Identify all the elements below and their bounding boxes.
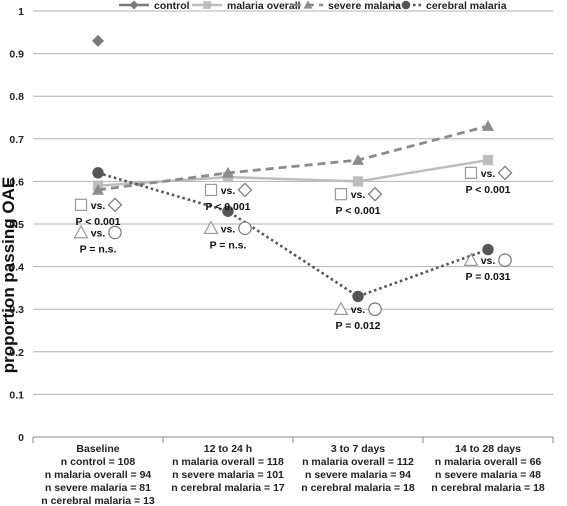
- y-tick-label: 0.2: [9, 347, 24, 359]
- annotation-marker: [497, 165, 513, 181]
- annotation-vs-text: vs.: [221, 185, 236, 197]
- annotation-p-value: P = 0.031: [465, 271, 510, 283]
- x-category-label: 14 to 28 days: [455, 443, 521, 455]
- data-point-control: [92, 34, 104, 47]
- annotation-p-value: P = n.s.: [210, 239, 247, 251]
- legend-label: cerebral malaria: [426, 0, 507, 12]
- annotation-marker: [74, 198, 88, 211]
- annotation-marker: [107, 197, 123, 213]
- x-category-note: n cerebral malaria = 13: [41, 495, 155, 506]
- annotation-marker: [203, 220, 219, 235]
- data-point-cerebral-malaria: [352, 290, 364, 303]
- y-tick-label: 0.8: [9, 91, 24, 103]
- data-point-severe-malaria: [482, 120, 494, 131]
- x-category-note: n malaria overall = 118: [172, 456, 284, 468]
- annotation-marker: [204, 183, 218, 197]
- x-category-note: n severe malaria = 48: [435, 469, 541, 481]
- legend-swatch-marker: [303, 0, 313, 9]
- x-category-label: 3 to 7 days: [331, 443, 385, 455]
- annotation-marker: [368, 302, 382, 316]
- annotation-vs-text: vs.: [351, 189, 366, 201]
- annotation-vs-text: vs.: [351, 304, 366, 316]
- data-point-malaria-overall: [352, 176, 364, 187]
- annotation-vs-text: vs.: [481, 168, 496, 180]
- series-line-cerebral-malaria: [97, 171, 489, 298]
- x-category-note: n severe malaria = 101: [172, 469, 284, 481]
- x-category-note: n cerebral malaria = 18: [431, 482, 545, 494]
- y-tick-label: 1: [18, 6, 24, 18]
- x-category-note: n malaria overall = 94: [45, 469, 152, 481]
- annotation-p-value: P = n.s.: [80, 244, 117, 256]
- x-category-note: n control = 108: [61, 456, 136, 468]
- annotation-p-value: P < 0.001: [205, 201, 250, 213]
- annotation-marker: [463, 252, 479, 267]
- y-tick-label: 0.9: [9, 49, 24, 61]
- legend-swatch-marker: [401, 0, 411, 10]
- annotation-marker: [367, 186, 383, 202]
- legend-label: severe malaria: [328, 0, 401, 12]
- gridlines: [32, 10, 554, 443]
- x-category-note: n cerebral malaria = 17: [171, 482, 285, 494]
- annotation-vs-text: vs.: [91, 200, 106, 212]
- data-point-cerebral-malaria: [222, 205, 234, 217]
- annotation-vs-text: vs.: [91, 228, 106, 240]
- annotation-p-value: P < 0.001: [75, 216, 120, 228]
- y-tick-label: 0.5: [9, 219, 24, 231]
- x-category-note: n severe malaria = 81: [45, 482, 151, 494]
- data-point-severe-malaria: [352, 154, 364, 165]
- y-tick-label: 0.6: [9, 176, 24, 188]
- legend-swatch-marker: [129, 0, 139, 10]
- legend-label: control: [154, 0, 190, 12]
- annotation-p-value: P < 0.001: [335, 205, 380, 217]
- data-point-malaria-overall: [482, 155, 494, 166]
- series-line-severe-malaria: [97, 124, 489, 192]
- y-tick-label: 0.4: [9, 262, 24, 274]
- x-category-label: Baseline: [76, 443, 119, 455]
- annotation-vs-text: vs.: [481, 255, 496, 267]
- x-category-note: n malaria overall = 66: [435, 456, 542, 468]
- x-category-note: n malaria overall = 112: [302, 456, 414, 468]
- annotation-marker: [464, 166, 478, 180]
- annotation-p-value: P = 0.012: [335, 320, 380, 332]
- annotation-marker: [108, 225, 122, 240]
- y-tick-label: 0.1: [9, 389, 24, 401]
- y-tick-label: 0: [18, 432, 24, 444]
- annotation-marker: [498, 253, 512, 267]
- y-tick-label: 0.7: [9, 134, 24, 146]
- annotation-vs-text: vs.: [221, 223, 236, 235]
- x-category-note: n cerebral malaria = 18: [301, 482, 415, 494]
- legend-label: malaria overall: [227, 0, 301, 12]
- annotation-marker: [334, 188, 348, 201]
- data-point-cerebral-malaria: [482, 243, 494, 256]
- x-category-label: 12 to 24 h: [204, 443, 252, 455]
- y-axis-label: proportion passing OAE: [0, 177, 18, 373]
- legend: control malaria overall severe malaria cere…: [119, 0, 507, 12]
- annotation-marker: [237, 182, 253, 198]
- data-point-cerebral-malaria: [92, 167, 104, 179]
- series-layer: [92, 34, 494, 303]
- annotation-marker: [73, 224, 89, 239]
- x-category-note: n severe malaria = 94: [305, 469, 411, 481]
- y-tick-labels: 0 0.1 0.2 0.3 0.4 0.5 0.6 0.7 0.8 0.9 1: [9, 6, 24, 444]
- legend-swatch-marker: [203, 1, 211, 9]
- data-point-severe-malaria: [222, 166, 234, 178]
- annotation-p-value: P < 0.001: [465, 184, 510, 196]
- y-tick-label: 0.3: [9, 304, 24, 316]
- data-point-severe-malaria: [92, 183, 104, 195]
- annotation-marker: [333, 301, 349, 315]
- annotation-marker: [238, 221, 252, 236]
